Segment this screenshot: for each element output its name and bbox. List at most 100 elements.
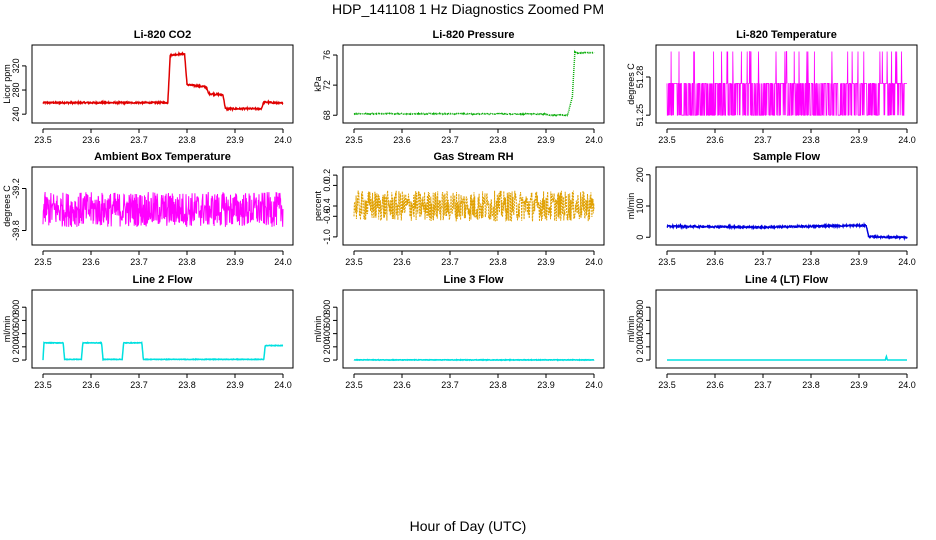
y-tick-label: 200 bbox=[11, 339, 21, 354]
x-tick-label: 23.8 bbox=[178, 380, 196, 390]
y-tick-label: 100 bbox=[635, 198, 645, 213]
x-tick-label: 23.9 bbox=[537, 380, 555, 390]
plot-frame bbox=[655, 44, 918, 124]
x-tick-label: 23.7 bbox=[754, 135, 772, 145]
x-tick-label: 23.5 bbox=[658, 135, 676, 145]
chart-panel-3: Li-820 Temperature degrees C 23.5 23.6 23.7 2… bbox=[626, 29, 918, 145]
x-tick-label: 23.8 bbox=[178, 257, 196, 267]
x-tick-label: 23.6 bbox=[706, 257, 724, 267]
x-tick-label: 23.5 bbox=[345, 380, 363, 390]
y-axis-label: Licor ppm bbox=[2, 64, 12, 104]
x-tick-label: 23.7 bbox=[130, 380, 148, 390]
chart-title: Ambient Box Temperature bbox=[94, 151, 231, 163]
data-series-line bbox=[42, 50, 284, 113]
y-tick-label: 72 bbox=[322, 80, 332, 90]
x-tick-label: 23.7 bbox=[130, 135, 148, 145]
y-tick-label: 0 bbox=[11, 358, 21, 363]
x-tick-label: 23.5 bbox=[658, 380, 676, 390]
y-tick-label: 200 bbox=[322, 339, 332, 354]
x-tick-label: 23.8 bbox=[489, 380, 507, 390]
data-series-line bbox=[667, 354, 907, 361]
y-axis-label: ml/min bbox=[626, 316, 636, 343]
x-tick-label: 23.9 bbox=[850, 380, 868, 390]
x-tick-label: 23.6 bbox=[393, 135, 411, 145]
data-series-line bbox=[42, 341, 284, 362]
x-tick-label: 23.9 bbox=[537, 257, 555, 267]
x-tick-label: 23.8 bbox=[802, 257, 820, 267]
y-tick-label: -1.0 bbox=[322, 229, 332, 245]
x-tick-label: 24.0 bbox=[898, 380, 916, 390]
x-tick-label: 23.6 bbox=[393, 380, 411, 390]
y-tick-label: 600 bbox=[322, 313, 332, 328]
x-tick-label: 24.0 bbox=[898, 135, 916, 145]
y-tick-label: 800 bbox=[11, 300, 21, 315]
y-tick-label: 280 bbox=[11, 83, 21, 98]
x-tick-label: 24.0 bbox=[274, 380, 292, 390]
chart-title: Line 2 Flow bbox=[133, 274, 193, 286]
x-tick-label: 23.5 bbox=[345, 257, 363, 267]
x-tick-label: 23.7 bbox=[441, 257, 459, 267]
x-tick-label: 23.9 bbox=[226, 135, 244, 145]
plot-frame bbox=[655, 289, 918, 369]
data-series-line bbox=[353, 49, 595, 118]
y-axis-label: ml/min bbox=[2, 316, 12, 343]
y-axis-label: degrees C bbox=[2, 185, 12, 227]
x-tick-label: 23.6 bbox=[706, 135, 724, 145]
y-tick-label: 68 bbox=[322, 110, 332, 120]
y-tick-label: 0 bbox=[635, 358, 645, 363]
plot-frame bbox=[342, 166, 605, 246]
page-title: HDP_141108 1 Hz Diagnostics Zoomed PM bbox=[331, 1, 605, 17]
y-tick-label: 800 bbox=[322, 300, 332, 315]
x-tick-label: 23.7 bbox=[441, 135, 459, 145]
x-tick-label: 23.8 bbox=[178, 135, 196, 145]
y-axis-label: percent bbox=[313, 190, 323, 221]
plot-frame bbox=[342, 44, 605, 124]
chart-title: Line 3 Flow bbox=[444, 274, 504, 286]
y-tick-label: 0.0 bbox=[322, 179, 332, 192]
x-tick-label: 23.9 bbox=[537, 135, 555, 145]
x-tick-label: 23.5 bbox=[34, 135, 52, 145]
chart-title: Sample Flow bbox=[753, 151, 821, 163]
data-series-line bbox=[353, 358, 595, 362]
plot-frame bbox=[31, 289, 294, 369]
y-axis-label: kPa bbox=[313, 76, 323, 92]
x-tick-label: 23.9 bbox=[226, 380, 244, 390]
x-tick-label: 23.6 bbox=[82, 380, 100, 390]
x-tick-label: 23.7 bbox=[130, 257, 148, 267]
chart-panel-4: Ambient Box Temperature degrees C 23.5 23.6… bbox=[2, 151, 294, 267]
y-axis-label: degrees C bbox=[626, 63, 636, 105]
x-tick-label: 24.0 bbox=[585, 380, 603, 390]
y-tick-label: 76 bbox=[322, 50, 332, 60]
x-tick-label: 23.5 bbox=[658, 257, 676, 267]
x-tick-label: 23.6 bbox=[82, 257, 100, 267]
plot-frame bbox=[31, 166, 294, 246]
y-tick-label: 600 bbox=[635, 313, 645, 328]
data-series-line bbox=[353, 190, 595, 222]
y-tick-label: 0.2 bbox=[322, 169, 332, 182]
y-axis-label: ml/min bbox=[626, 193, 636, 220]
x-tick-label: 23.5 bbox=[34, 257, 52, 267]
x-tick-label: 24.0 bbox=[585, 135, 603, 145]
chart-panel-8: Line 3 Flow ml/min 23.5 23.6 23.7 23.8 23.9 24.… bbox=[313, 274, 605, 390]
x-tick-label: 23.8 bbox=[802, 135, 820, 145]
x-axis-label: Hour of Day (UTC) bbox=[409, 518, 527, 534]
x-tick-label: 24.0 bbox=[274, 135, 292, 145]
y-tick-label: 400 bbox=[635, 326, 645, 341]
chart-panel-1: Li-820 CO2 Licor ppm 23.5 23.6 23.7 23.8 23.9 2… bbox=[2, 29, 294, 145]
x-tick-label: 23.9 bbox=[850, 135, 868, 145]
y-tick-label: -39.2 bbox=[11, 178, 21, 199]
y-tick-label: -0.6 bbox=[322, 209, 332, 225]
chart-title: Gas Stream RH bbox=[433, 151, 513, 163]
x-tick-label: 23.8 bbox=[802, 380, 820, 390]
x-tick-label: 23.6 bbox=[393, 257, 411, 267]
x-tick-label: 23.6 bbox=[706, 380, 724, 390]
x-tick-label: 23.5 bbox=[345, 135, 363, 145]
y-tick-label: -39.8 bbox=[11, 220, 21, 241]
plot-frame bbox=[342, 289, 605, 369]
y-tick-label: 400 bbox=[322, 326, 332, 341]
y-tick-label: -0.4 bbox=[322, 198, 332, 214]
x-tick-label: 23.7 bbox=[754, 380, 772, 390]
x-tick-label: 24.0 bbox=[274, 257, 292, 267]
x-tick-label: 24.0 bbox=[898, 257, 916, 267]
chart-panel-6: Sample Flow ml/min 23.5 23.6 23.7 23.8 23.9 24.… bbox=[626, 151, 918, 267]
